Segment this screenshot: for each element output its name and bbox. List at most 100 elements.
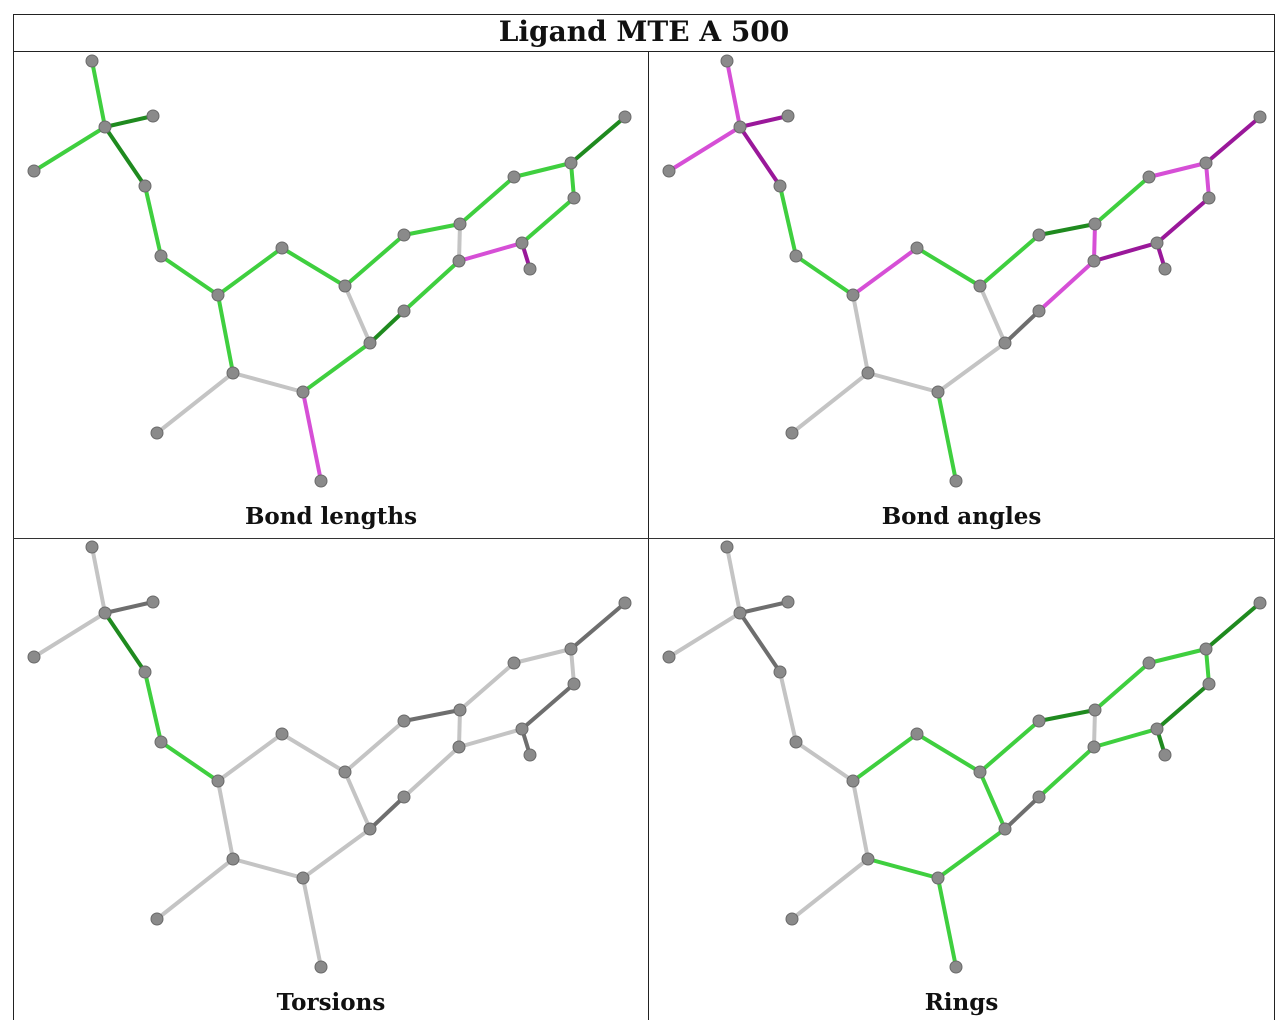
bond [343, 284, 372, 345]
vertical-divider [648, 52, 649, 1020]
bond [1003, 795, 1041, 831]
atom [789, 249, 803, 263]
bond [520, 682, 576, 731]
bond [368, 795, 406, 831]
panel-torsions: Torsions [14, 539, 648, 1020]
atom [138, 665, 152, 679]
bond [978, 284, 1007, 345]
atom [363, 336, 377, 350]
atom [314, 474, 328, 488]
bond [790, 371, 870, 435]
atom [998, 822, 1012, 836]
panel-bond-lengths: Bond lengths [14, 53, 648, 538]
bond [915, 246, 982, 288]
atom [1150, 722, 1164, 736]
bond [402, 222, 462, 237]
atom [785, 912, 799, 926]
bond [936, 341, 1007, 394]
bond [458, 661, 516, 712]
bond [402, 259, 461, 313]
atom [861, 852, 875, 866]
atom [515, 722, 529, 736]
atom [973, 765, 987, 779]
bond [667, 611, 742, 659]
bond [1147, 161, 1208, 179]
atom [146, 595, 160, 609]
bond [851, 732, 919, 783]
bond [103, 611, 147, 674]
bond [103, 125, 147, 188]
atom [931, 385, 945, 399]
bond [216, 246, 284, 297]
atom [720, 54, 734, 68]
bond [667, 125, 742, 173]
atom [1032, 228, 1046, 242]
molecule-diagram [662, 540, 1267, 974]
bond [520, 196, 576, 245]
bond [301, 341, 372, 394]
atom [567, 191, 581, 205]
bond [1092, 241, 1159, 263]
bond [978, 233, 1041, 288]
bond [155, 857, 235, 921]
atom [338, 279, 352, 293]
atom [785, 426, 799, 440]
atom [1253, 110, 1267, 124]
bond [851, 779, 870, 861]
bond [794, 740, 855, 783]
atom [85, 540, 99, 554]
bond [103, 600, 155, 615]
bond [402, 708, 462, 723]
atom [211, 288, 225, 302]
bond [159, 740, 220, 783]
bond [569, 115, 627, 165]
bond [978, 719, 1041, 774]
figure-title: Ligand MTE A 500 [13, 14, 1275, 52]
atom [1199, 156, 1213, 170]
bond [778, 670, 798, 744]
atom [733, 606, 747, 620]
bond [159, 254, 220, 297]
atom [226, 366, 240, 380]
bond [1037, 745, 1096, 799]
atom [1202, 191, 1216, 205]
atom [949, 474, 963, 488]
atom [564, 156, 578, 170]
atom [773, 179, 787, 193]
bond [794, 254, 855, 297]
atom [150, 912, 164, 926]
atom [1202, 677, 1216, 691]
atom [1087, 740, 1101, 754]
atom [567, 677, 581, 691]
bond [231, 857, 305, 880]
atom [98, 120, 112, 134]
atom [523, 748, 537, 762]
atom [154, 735, 168, 749]
atom [733, 120, 747, 134]
atom [910, 241, 924, 255]
atom [662, 650, 676, 664]
bond [1093, 661, 1151, 712]
panel-caption: Torsions [276, 989, 386, 1016]
bond [512, 647, 573, 665]
atom [973, 279, 987, 293]
atom [154, 249, 168, 263]
atom [910, 727, 924, 741]
panel-bond-angles: Bond angles [649, 53, 1274, 538]
bond [866, 371, 940, 394]
atom [949, 960, 963, 974]
atom [1088, 703, 1102, 717]
bond [738, 600, 790, 615]
atom [564, 642, 578, 656]
bond [1147, 647, 1208, 665]
atom [515, 236, 529, 250]
atom [226, 852, 240, 866]
bond [866, 857, 940, 880]
bond [143, 184, 163, 258]
bond [155, 371, 235, 435]
atom [453, 703, 467, 717]
atom [146, 109, 160, 123]
bond [1092, 727, 1159, 749]
atom [397, 304, 411, 318]
bond [1037, 708, 1097, 723]
